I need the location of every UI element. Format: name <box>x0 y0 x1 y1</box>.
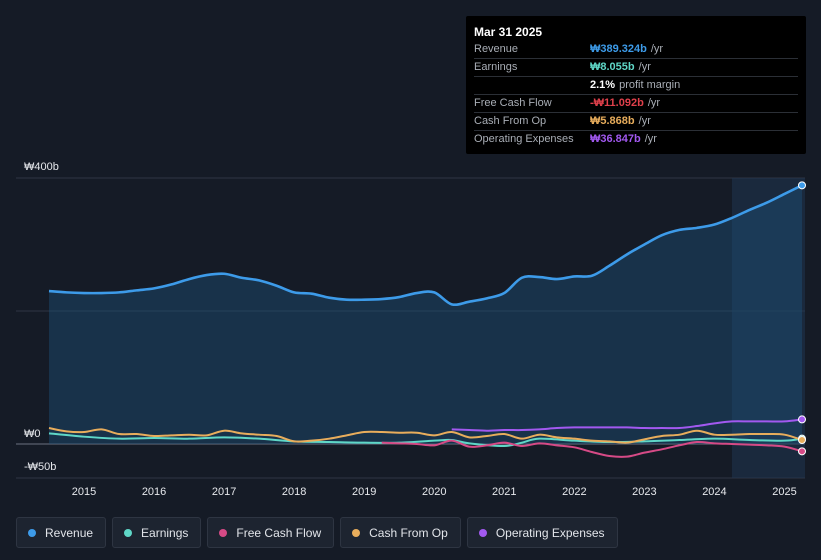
series-endpoint-operating-expenses <box>798 415 806 424</box>
tooltip-row-unit: /yr <box>638 115 651 127</box>
legend-dot-icon <box>124 528 133 537</box>
tooltip-row-label: Revenue <box>474 43 519 55</box>
legend-item-operating-expenses[interactable]: Operating Expenses <box>466 517 618 548</box>
legend-label: Revenue <box>45 525 94 540</box>
legend-label: Earnings <box>141 525 189 540</box>
tooltip-row: Revenue ₩389.324b/yr <box>474 41 798 58</box>
legend-item-revenue[interactable]: Revenue <box>16 517 107 548</box>
x-tick-label: 2018 <box>282 486 306 498</box>
data-tooltip: Mar 31 2025 Revenue ₩389.324b/yr Earnings ₩… <box>466 16 806 154</box>
tooltip-row-unit: /yr <box>638 61 651 73</box>
x-tick-label: 2024 <box>702 486 726 498</box>
series-endpoints <box>798 181 806 456</box>
tooltip-row: Cash From Op ₩5.868b/yr <box>474 112 798 130</box>
y-tick-label: ₩400b <box>24 161 59 173</box>
series-line-free-cash-flow <box>381 439 803 458</box>
series-areas <box>49 185 802 444</box>
y-tick-label: ₩0 <box>24 428 41 440</box>
series-endpoint-revenue <box>798 181 806 190</box>
x-tick-label: 2015 <box>72 486 96 498</box>
x-tick-label: 2025 <box>772 486 796 498</box>
y-axis-ticks: ₩400b ₩0 -₩50b <box>24 161 59 473</box>
tooltip-row: Operating Expenses ₩36.847b/yr <box>474 130 798 148</box>
legend-dot-icon <box>352 528 361 537</box>
tooltip-row-value: ₩389.324b <box>590 43 647 55</box>
x-tick-label: 2022 <box>562 486 586 498</box>
legend-label: Operating Expenses <box>495 525 605 540</box>
series-line-operating-expenses <box>451 418 803 432</box>
tooltip-row: Free Cash Flow -₩11.092b/yr <box>474 94 798 112</box>
x-tick-label: 2019 <box>352 486 376 498</box>
legend-dot-icon <box>478 528 487 537</box>
legend-label: Cash From Op <box>369 525 448 540</box>
tooltip-row-label: Operating Expenses <box>474 133 574 145</box>
legend-dot-icon <box>219 528 228 537</box>
legend-item-earnings[interactable]: Earnings <box>112 517 202 548</box>
series-line-revenue <box>48 184 803 307</box>
x-tick-label: 2017 <box>212 486 236 498</box>
tooltip-row-value: -₩11.092b <box>590 97 644 109</box>
tooltip-row-value: ₩8.055b <box>590 61 635 73</box>
series-endpoint-free-cash-flow <box>798 447 806 456</box>
tooltip-row-label <box>474 77 590 94</box>
tooltip-rows: Revenue ₩389.324b/yr Earnings ₩8.055b/yr 2.1… <box>474 41 798 148</box>
legend-label: Free Cash Flow <box>236 525 322 540</box>
chart-legend: Revenue Earnings Free Cash Flow Cash From O… <box>16 517 618 548</box>
tooltip-row-unit: profit margin <box>619 79 681 91</box>
legend-item-cash-from-op[interactable]: Cash From Op <box>340 517 461 548</box>
x-tick-label: 2020 <box>422 486 446 498</box>
forecast-highlight-band <box>731 178 805 478</box>
series-lines <box>48 184 803 458</box>
x-tick-label: 2016 <box>142 486 166 498</box>
tooltip-row-unit: /yr <box>644 133 657 145</box>
legend-item-free-cash-flow[interactable]: Free Cash Flow <box>207 517 335 548</box>
tooltip-row-unit: /yr <box>647 97 661 109</box>
tooltip-row-label: Free Cash Flow <box>474 97 552 109</box>
x-tick-label: 2021 <box>492 486 516 498</box>
series-endpoint-cash-from-op <box>798 436 806 445</box>
tooltip-row: Earnings ₩8.055b/yr <box>474 58 798 76</box>
highlight-band <box>731 178 805 478</box>
series-line-cash-from-op <box>48 427 803 444</box>
x-tick-label: 2023 <box>632 486 656 498</box>
series-area-revenue <box>49 185 802 444</box>
tooltip-row-value: 2.1% <box>590 79 616 91</box>
tooltip-row: 2.1% profit margin <box>474 76 798 94</box>
tooltip-row-value: ₩5.868b <box>590 115 635 127</box>
y-tick-label: -₩50b <box>24 461 56 473</box>
tooltip-row-unit: /yr <box>650 43 664 55</box>
tooltip-row-label: Earnings <box>474 61 518 73</box>
x-axis-ticks: 2015 2016 2017 2018 2019 2020 2021 2022 2023 2024… <box>72 486 797 498</box>
tooltip-row-label: Cash From Op <box>474 115 547 127</box>
legend-dot-icon <box>28 528 36 537</box>
tooltip-row-value: ₩36.847b <box>590 133 641 145</box>
tooltip-date: Mar 31 2025 <box>474 25 543 39</box>
